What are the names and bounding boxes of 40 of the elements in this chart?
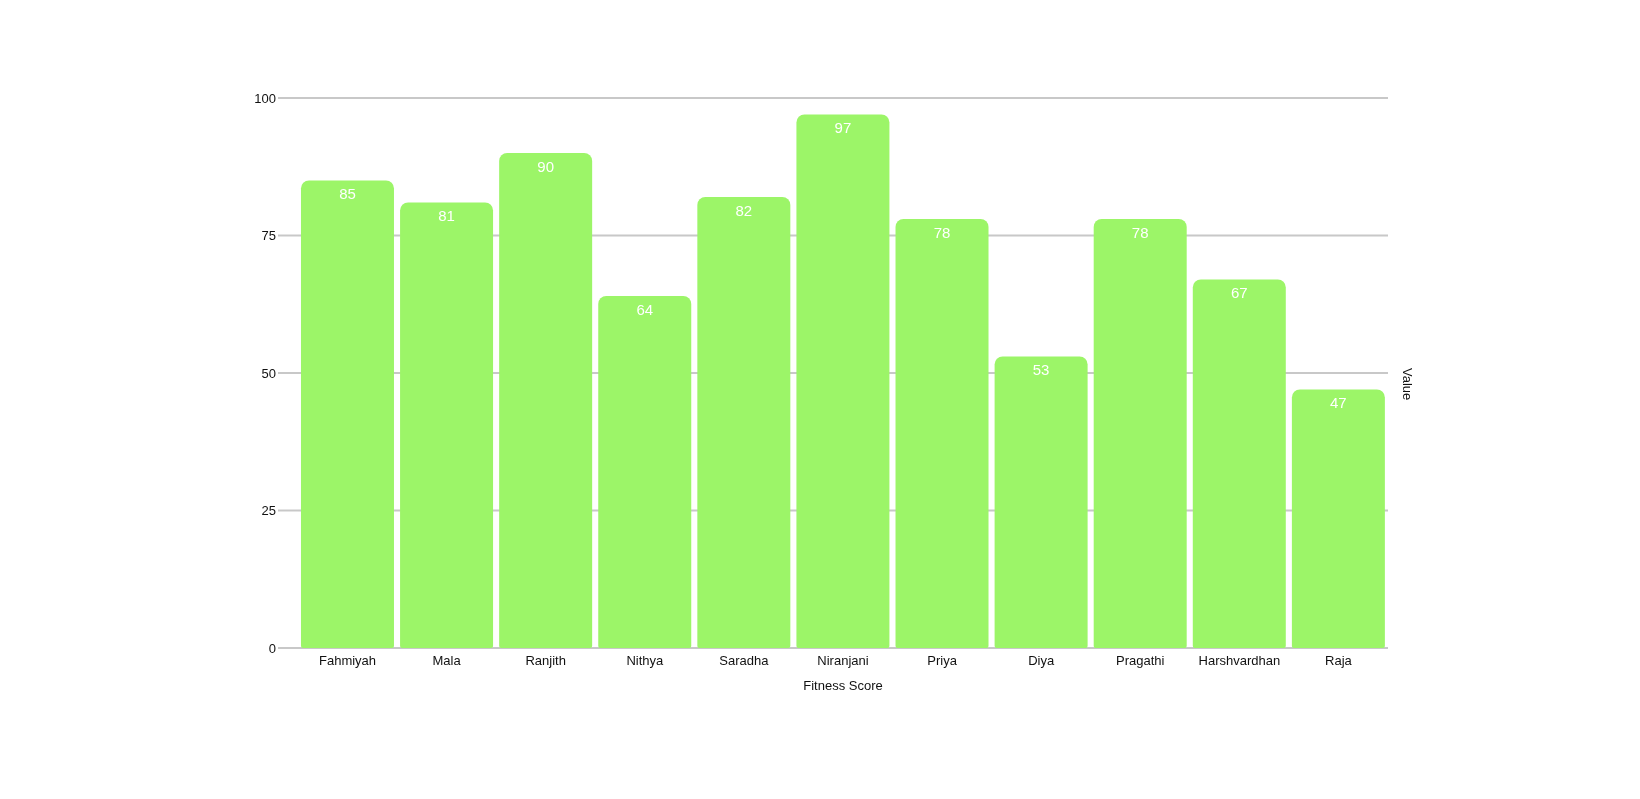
data-label: 90 [537, 157, 554, 175]
data-label: 78 [1131, 223, 1149, 241]
bar [598, 296, 692, 648]
y-tick-label: 0 [268, 640, 276, 656]
x-tick-label: Pragathi [1116, 653, 1165, 669]
bar [796, 114, 890, 648]
y-tick-label: 75 [261, 228, 276, 244]
data-label: 64 [636, 300, 654, 318]
bar [300, 180, 394, 648]
x-tick-label: Raja [1325, 653, 1353, 669]
bar [895, 219, 989, 648]
bar [1291, 389, 1385, 648]
x-axis-title: Fitness Score [803, 678, 883, 693]
x-tick-label: Mala [432, 653, 462, 669]
data-label: 81 [438, 207, 455, 225]
bar [994, 356, 1088, 648]
x-tick-label: Fahmiyah [319, 653, 377, 669]
x-tick-label: Priya [927, 653, 958, 669]
data-label: 47 [1330, 394, 1347, 412]
x-tick-label: Harshvardhan [1198, 653, 1281, 669]
data-label: 97 [834, 119, 852, 137]
y-tick-label: 50 [261, 365, 276, 381]
data-label: 78 [933, 223, 951, 241]
bar [1093, 219, 1187, 648]
x-tick-label: Niranjani [817, 653, 869, 669]
x-tick-label: Saradha [719, 653, 770, 669]
data-label: 82 [735, 201, 753, 219]
bar [1192, 279, 1286, 648]
x-tick-label: Diya [1028, 653, 1055, 669]
x-tick-label: Ranjith [525, 653, 566, 669]
data-label: 67 [1230, 284, 1248, 302]
bar [499, 153, 593, 648]
y-axis-title: Value [1400, 368, 1415, 401]
bar [697, 197, 791, 648]
data-label: 53 [1032, 361, 1050, 379]
x-tick-label: Nithya [626, 653, 665, 669]
y-tick-label: 25 [261, 503, 276, 519]
y-tick-label: 100 [254, 90, 276, 106]
data-label: 85 [339, 185, 356, 203]
bar [400, 202, 494, 648]
